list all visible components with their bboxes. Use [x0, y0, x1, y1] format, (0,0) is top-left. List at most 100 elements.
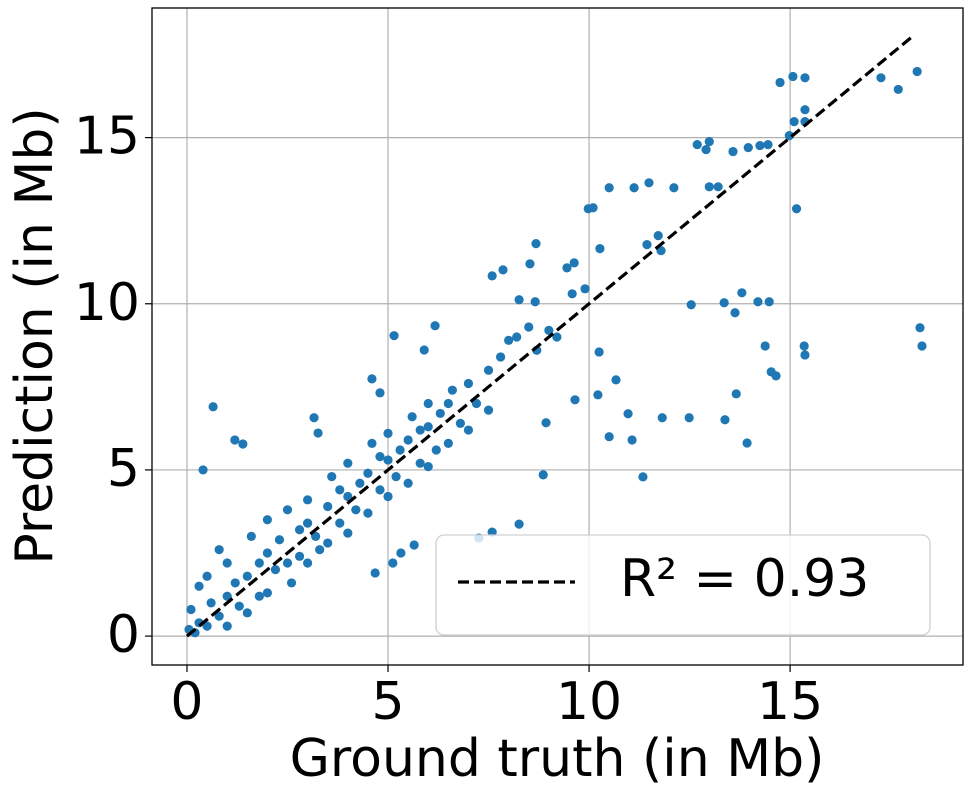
- scatter-point: [731, 389, 741, 399]
- scatter-point: [311, 531, 321, 541]
- scatter-point: [222, 621, 232, 631]
- scatter-point: [737, 288, 747, 298]
- scatter-point: [403, 478, 413, 488]
- scatter-point: [742, 438, 752, 448]
- scatter-point: [415, 425, 425, 435]
- scatter-point: [270, 565, 281, 575]
- scatter-point: [409, 540, 419, 550]
- scatter-point: [538, 470, 548, 480]
- scatter-point: [282, 505, 293, 515]
- scatter-point: [791, 204, 802, 214]
- scatter-point: [763, 139, 773, 150]
- scatter-point: [544, 325, 554, 335]
- scatter-point: [728, 146, 738, 157]
- scatter-point: [595, 244, 605, 254]
- scatter-point: [242, 608, 252, 618]
- scatter-point: [262, 588, 272, 598]
- scatter-point: [375, 452, 385, 462]
- scatter-point: [463, 378, 474, 389]
- scatter-point: [262, 515, 272, 525]
- scatter-point: [363, 468, 373, 478]
- scatter-point: [367, 374, 377, 384]
- scatter-point: [313, 428, 323, 438]
- scatter-point: [915, 323, 925, 333]
- scatter-point: [286, 578, 297, 588]
- scatter-point: [303, 518, 313, 528]
- scatter-point: [327, 471, 337, 482]
- scatter-point: [766, 367, 776, 377]
- scatter-point: [775, 77, 785, 88]
- scatter-point: [242, 571, 252, 581]
- scatter-point: [395, 445, 405, 455]
- scatter-point: [383, 491, 393, 502]
- scatter-point: [367, 438, 377, 448]
- scatter-point: [653, 231, 663, 241]
- scatter-point: [430, 321, 440, 331]
- scatter-point: [230, 435, 240, 445]
- scatter-point: [206, 598, 216, 608]
- scatter-point: [443, 438, 453, 448]
- scatter-point: [594, 347, 604, 357]
- scatter-point: [335, 518, 345, 528]
- scatter-point: [198, 465, 208, 475]
- scatter-point: [487, 271, 497, 281]
- scatter-point: [514, 519, 524, 529]
- scatter-point: [423, 398, 433, 409]
- scatter-point: [514, 295, 524, 305]
- scatter-point: [303, 558, 313, 568]
- scatter-point: [443, 398, 453, 409]
- scatter-point: [498, 265, 508, 275]
- x-tick-label: 0: [170, 672, 203, 732]
- scatter-point: [562, 263, 572, 273]
- scatter-point: [604, 432, 614, 442]
- scatter-point: [760, 341, 770, 351]
- x-tick-label: 15: [757, 672, 823, 732]
- scatter-point: [580, 284, 590, 294]
- scatter-point: [753, 297, 763, 307]
- scatter-point: [629, 183, 639, 193]
- scatter-point: [730, 308, 740, 318]
- scatter-point: [351, 505, 361, 515]
- scatter-point: [512, 332, 522, 342]
- scatter-point: [388, 558, 398, 568]
- scatter-point: [570, 395, 580, 405]
- scatter-point: [789, 117, 799, 127]
- scatter-point: [917, 341, 927, 351]
- scatter-point: [799, 341, 809, 351]
- legend-label: R² = 0.93: [620, 549, 869, 609]
- scatter-point: [800, 73, 810, 83]
- scatter-point: [222, 591, 232, 601]
- scatter-point: [531, 239, 541, 249]
- scatter-point: [303, 495, 313, 505]
- scatter-point: [383, 455, 393, 465]
- x-axis-label: Ground truth (in Mb): [290, 729, 825, 789]
- scatter-point: [423, 462, 433, 472]
- scatter-point: [686, 300, 696, 310]
- scatter-point: [642, 240, 652, 250]
- scatter-point: [593, 390, 603, 400]
- scatter-point: [370, 568, 380, 578]
- scatter-point: [323, 501, 333, 512]
- scatter-point: [407, 412, 417, 422]
- scatter-point: [552, 332, 562, 342]
- scatter-point: [214, 611, 224, 621]
- scatter-point: [669, 183, 679, 193]
- scatter-point: [375, 388, 385, 398]
- scatter-point: [375, 485, 385, 495]
- scatter-point: [335, 485, 345, 495]
- scatter-point: [447, 385, 457, 395]
- scatter-point: [893, 84, 903, 95]
- scatter-point: [423, 422, 433, 432]
- scatter-point: [583, 204, 593, 214]
- scatter-point: [657, 413, 667, 423]
- scatter-point: [396, 548, 406, 558]
- scatter-point: [343, 458, 353, 468]
- y-tick-label: 0: [107, 605, 140, 665]
- y-tick-label: 5: [107, 439, 140, 499]
- scatter-point: [202, 621, 212, 631]
- y-axis-label: Prediction (in Mb): [5, 107, 65, 564]
- scatter-point: [234, 601, 244, 611]
- scatter-point: [530, 297, 540, 307]
- scatter-point: [463, 425, 474, 435]
